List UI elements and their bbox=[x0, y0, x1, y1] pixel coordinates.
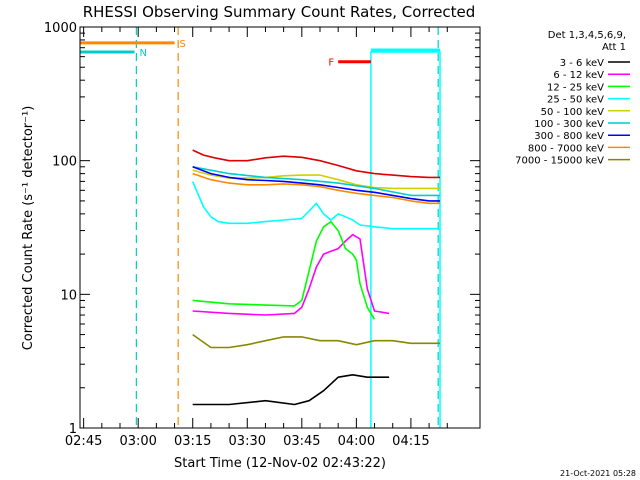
legend-label: 12 - 25 keV bbox=[547, 82, 604, 93]
series-line bbox=[191, 181, 440, 230]
legend-label: 3 - 6 keV bbox=[560, 58, 604, 69]
series-line bbox=[192, 233, 390, 316]
legend-label: 50 - 100 keV bbox=[541, 107, 605, 118]
y-tick-label: 100 bbox=[52, 155, 77, 170]
annotation-label: S bbox=[180, 39, 186, 50]
plot-area: N S F bbox=[80, 27, 441, 428]
x-axis-label: Start Time (12-Nov-02 02:43:22) bbox=[174, 456, 386, 471]
y-axis-label: Corrected Count Rate (s⁻¹ detector⁻¹) bbox=[21, 106, 36, 351]
footer-timestamp: 21-Oct-2021 05:28 bbox=[560, 469, 636, 478]
legend-label: 100 - 300 keV bbox=[534, 119, 604, 130]
x-tick-label: 04:00 bbox=[338, 434, 375, 449]
y-tick-label: 1 bbox=[69, 422, 77, 437]
annotation-label: F bbox=[328, 58, 334, 69]
x-tick-label: 03:15 bbox=[174, 434, 211, 449]
x-axis: 02:45 03:00 03:15 03:30 03:45 04:00 04:15 bbox=[65, 27, 448, 449]
legend-header: Det 1,3,4,5,6,9, bbox=[548, 30, 626, 41]
plot-frame bbox=[79, 26, 481, 429]
series-line bbox=[192, 149, 440, 179]
legend-label: 6 - 12 keV bbox=[553, 70, 604, 81]
x-tick-label: 02:45 bbox=[65, 434, 102, 449]
series-line bbox=[192, 333, 440, 349]
series-line bbox=[192, 172, 440, 205]
chart-title: RHESSI Observing Summary Count Rates, Co… bbox=[83, 3, 476, 21]
legend-label: 7000 - 15000 keV bbox=[515, 156, 604, 167]
y-tick-label: 1000 bbox=[44, 21, 77, 36]
annotation-label: N bbox=[140, 48, 147, 59]
y-axis: 1 10 100 1000 bbox=[44, 21, 480, 437]
x-tick-label: 03:00 bbox=[119, 434, 156, 449]
legend-header: Att 1 bbox=[602, 42, 626, 53]
x-tick-label: 04:15 bbox=[392, 434, 429, 449]
series-line bbox=[192, 220, 376, 320]
legend-label: 800 - 7000 keV bbox=[528, 143, 604, 154]
y-tick-label: 10 bbox=[60, 288, 77, 303]
saa-box bbox=[370, 51, 441, 428]
series-line bbox=[192, 166, 440, 197]
x-tick-label: 03:45 bbox=[283, 434, 320, 449]
series-line bbox=[192, 373, 390, 406]
x-tick-label: 03:30 bbox=[229, 434, 266, 449]
legend-label: 300 - 800 keV bbox=[534, 131, 604, 142]
series-line bbox=[192, 166, 440, 202]
legend-label: 25 - 50 keV bbox=[547, 95, 604, 106]
